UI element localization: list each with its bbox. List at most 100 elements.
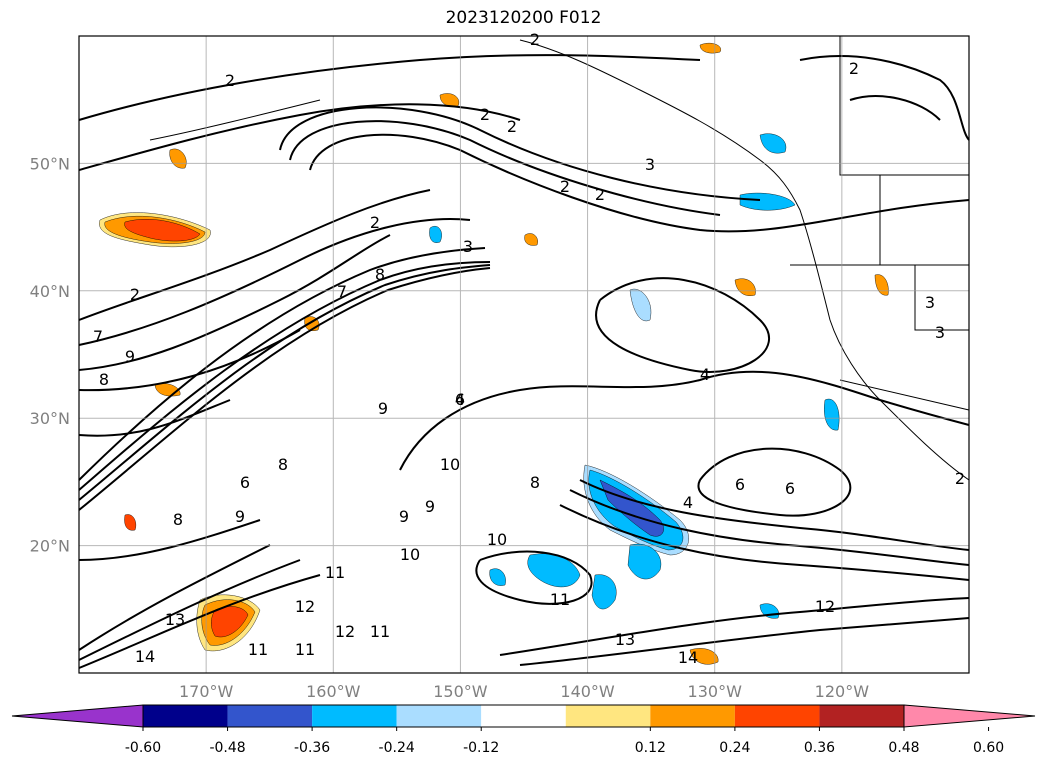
- contour-line: [78, 261, 491, 491]
- lat-tick-label: 40°N: [30, 282, 70, 301]
- contour-label: 9: [399, 507, 409, 526]
- contour-label: 11: [248, 640, 268, 659]
- lon-tick-label: 160°W: [306, 682, 361, 701]
- contour-label: 13: [165, 610, 185, 629]
- anomaly-region: [689, 648, 719, 665]
- contour-line: [78, 218, 471, 346]
- anomaly-region: [124, 219, 201, 242]
- contour-label: 8: [99, 370, 109, 389]
- contour-label: 14: [135, 647, 155, 666]
- contour-label: 3: [463, 237, 473, 256]
- colorbar-segment: [396, 705, 482, 727]
- anomaly-region: [211, 606, 249, 638]
- contour-line: [499, 597, 970, 656]
- contour-label: 2: [595, 185, 605, 204]
- colorbar-tick-label: 0.48: [888, 740, 919, 756]
- contour-line: [799, 55, 970, 141]
- map-frame: [78, 35, 970, 674]
- lon-tick-label: 140°W: [560, 682, 615, 701]
- contour-label: 9: [235, 507, 245, 526]
- contour-label: 4: [700, 365, 710, 384]
- colorbar-tick-label: 0.12: [635, 740, 666, 756]
- contour-line: [697, 447, 852, 517]
- contour-label: 7: [337, 282, 347, 301]
- contour-line: [78, 54, 701, 121]
- contour-line: [849, 95, 941, 121]
- contour-label: 4: [683, 493, 693, 512]
- contour-label: 2: [955, 469, 965, 488]
- contour-label: 6: [735, 475, 745, 494]
- contour-label: 9: [125, 347, 135, 366]
- coastline-layer: [149, 36, 970, 481]
- anomaly-region: [429, 226, 442, 243]
- colorbar-tick-label: -0.60: [125, 740, 161, 756]
- contour-label: 7: [93, 327, 103, 346]
- colorbar-tick-label: 0.36: [804, 740, 835, 756]
- anomaly-region: [154, 383, 181, 397]
- anomaly-region: [699, 42, 721, 54]
- lat-tick-label: 30°N: [30, 409, 70, 428]
- contour-label: 12: [815, 597, 835, 616]
- contour-label: 2: [130, 285, 140, 304]
- lon-tick-label: 120°W: [815, 682, 870, 701]
- contour-label: 8: [173, 510, 183, 529]
- anomaly-region: [874, 274, 889, 296]
- contour-label: 2: [849, 59, 859, 78]
- coastline: [149, 99, 321, 141]
- contour-label: 3: [645, 155, 655, 174]
- colorbar-segment: [481, 705, 566, 727]
- contour-label: 2: [370, 213, 380, 232]
- lat-tick-label: 20°N: [30, 537, 70, 556]
- contour-label: 10: [487, 530, 507, 549]
- contour-label: 11: [370, 622, 390, 641]
- colorbar-tick-label: 0.24: [719, 740, 750, 756]
- contour-label: 12: [295, 597, 315, 616]
- colorbar-tick-labels: -0.60 -0.48 -0.36 -0.24 -0.12 0.12 0.24 0.36 0.4…: [125, 727, 1004, 756]
- anomaly-region: [169, 148, 187, 169]
- colorbar-segment: [227, 705, 313, 727]
- contour-label: 8: [278, 455, 288, 474]
- colorbar-tick-label: -0.36: [294, 740, 330, 756]
- lon-tick-label: 130°W: [688, 682, 743, 701]
- graticule: [79, 36, 969, 673]
- contour-line: [78, 103, 521, 171]
- anomaly-region: [524, 233, 538, 246]
- contour-line: [78, 559, 301, 661]
- contour-label: 10: [440, 455, 460, 474]
- anomaly-region: [739, 192, 796, 211]
- contour-line: [78, 574, 321, 669]
- anomaly-region: [759, 133, 787, 154]
- colorbar-frame: [142, 704, 905, 728]
- contour-line: [289, 120, 721, 216]
- contour-label: 6: [240, 473, 250, 492]
- contour-label: 2: [225, 71, 235, 90]
- colorbar-extend-max: [903, 704, 1036, 728]
- contour-label: 2: [560, 177, 570, 196]
- colorbar-tick-label: -0.12: [463, 740, 499, 756]
- contour-line: [78, 399, 231, 437]
- contour-line: [78, 247, 486, 481]
- contour-line: [309, 133, 970, 233]
- anomaly-region: [124, 514, 137, 531]
- colorbar-tick-label: -0.24: [379, 740, 415, 756]
- colorbar-segment: [565, 705, 651, 727]
- colorbar-tick-label: -0.48: [209, 740, 245, 756]
- contour-line: [78, 264, 491, 501]
- contour-label: 11: [295, 640, 315, 659]
- contour-label: 13: [615, 630, 635, 649]
- contour-line: [519, 617, 970, 666]
- contour-line: [475, 550, 593, 605]
- anomaly-region: [591, 574, 617, 610]
- contour-line: [78, 189, 431, 321]
- colorbar-tick-label: 0.60: [973, 740, 1004, 756]
- contour-line: [279, 106, 761, 201]
- contour-line: [579, 479, 970, 551]
- lat-tick-label: 50°N: [30, 154, 70, 173]
- contour-label: 9: [425, 497, 435, 516]
- map-title: 2023120200 F012: [445, 8, 602, 28]
- contour-line: [595, 277, 770, 373]
- colorbar: [11, 704, 1036, 728]
- contour-line: [78, 267, 491, 511]
- contour-label: 11: [550, 590, 570, 609]
- contour-layer: [78, 54, 970, 669]
